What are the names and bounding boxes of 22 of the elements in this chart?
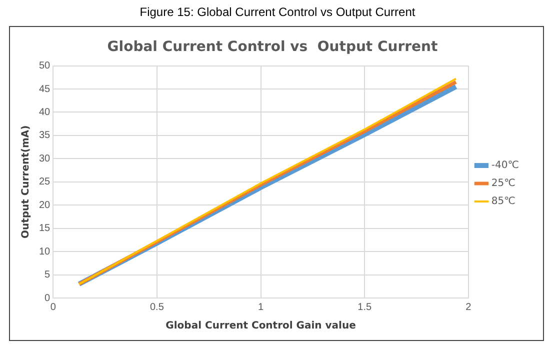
legend-label: 85℃ bbox=[491, 196, 516, 208]
y-tick-label: 25 bbox=[39, 176, 51, 188]
x-tick-label: 0.5 bbox=[150, 302, 164, 313]
x-tick-label: 2 bbox=[466, 302, 472, 313]
y-tick-label: 35 bbox=[39, 130, 51, 142]
x-axis-title: Global Current Control Gain value bbox=[166, 320, 356, 332]
chart-title: Global Current Control vs Output Current bbox=[107, 39, 438, 56]
y-tick-label: 40 bbox=[39, 106, 51, 118]
y-axis-title: Output Current(mA) bbox=[20, 125, 32, 239]
y-tick-label: 45 bbox=[39, 84, 51, 95]
legend-label: 25℃ bbox=[491, 178, 516, 190]
caption: Figure 15: Global Current Control vs Output Current bbox=[138, 5, 416, 19]
y-tick-label: 15 bbox=[39, 223, 51, 234]
x-tick-label: 1.5 bbox=[358, 302, 372, 313]
y-tick-label: 20 bbox=[39, 200, 51, 211]
legend-label: -40℃ bbox=[491, 160, 520, 172]
y-tick-label: 10 bbox=[39, 246, 51, 258]
y-tick-label: 30 bbox=[39, 153, 51, 164]
x-tick-label: 1 bbox=[258, 302, 264, 313]
y-tick-label: 50 bbox=[39, 60, 51, 72]
y-tick-label: 5 bbox=[44, 270, 51, 281]
y-tick-label: 0 bbox=[44, 292, 51, 304]
